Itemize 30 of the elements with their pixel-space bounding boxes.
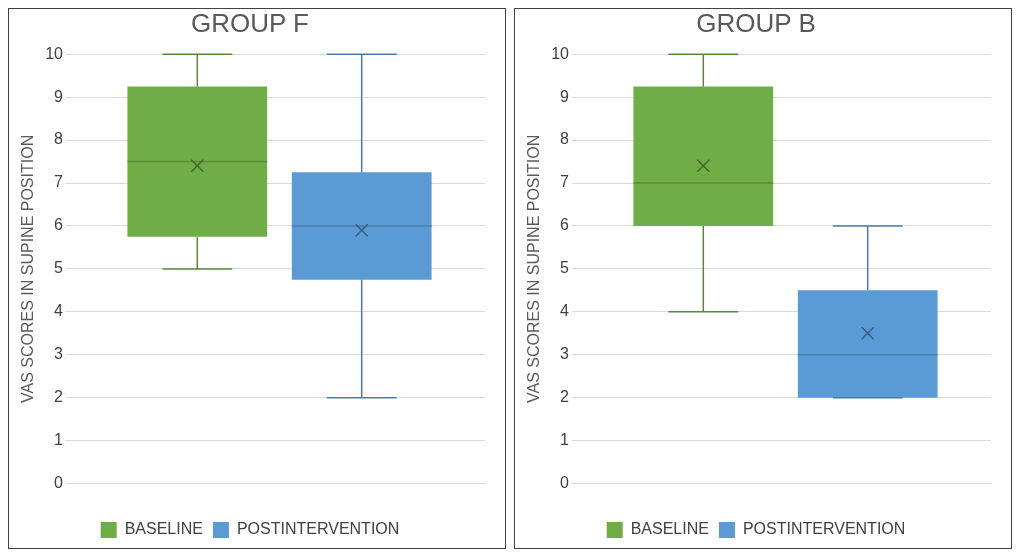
y-tick-label: 3 — [560, 345, 570, 363]
chart-title: GROUP B — [696, 7, 816, 38]
legend-label: POSTINTERVENTION — [742, 520, 906, 538]
y-tick-label: 5 — [560, 259, 570, 277]
y-tick-label: 4 — [54, 302, 64, 320]
y-tick-label: 6 — [54, 216, 64, 234]
y-tick-label: 2 — [560, 388, 570, 406]
y-tick-label: 7 — [54, 173, 64, 191]
y-tick-label: 5 — [54, 259, 64, 277]
y-tick-label: 3 — [54, 345, 64, 363]
y-tick-label: 0 — [560, 474, 570, 492]
y-tick-label: 1 — [560, 431, 570, 449]
chart-title: GROUP F — [191, 7, 309, 38]
y-tick-label: 9 — [560, 87, 570, 105]
y-tick-label: 7 — [560, 173, 570, 191]
legend-label: POSTINTERVENTION — [236, 520, 400, 538]
y-tick-label: 8 — [560, 130, 570, 148]
y-tick-label: 4 — [560, 302, 570, 320]
y-tick-label: 6 — [560, 216, 570, 234]
legend-label: BASELINE — [124, 520, 203, 538]
y-axis-title: VAS SCORES IN SUPINE POSITION — [525, 134, 543, 403]
y-tick-label: 10 — [45, 44, 64, 62]
y-tick-label: 9 — [54, 87, 64, 105]
y-tick-label: 1 — [54, 431, 64, 449]
y-tick-label: 10 — [551, 44, 570, 62]
y-tick-label: 8 — [54, 130, 64, 148]
y-axis-title: VAS SCORES IN SUPINE POSITION — [19, 134, 37, 403]
y-tick-label: 0 — [54, 474, 64, 492]
legend-label: BASELINE — [630, 520, 709, 538]
y-tick-label: 2 — [54, 388, 64, 406]
